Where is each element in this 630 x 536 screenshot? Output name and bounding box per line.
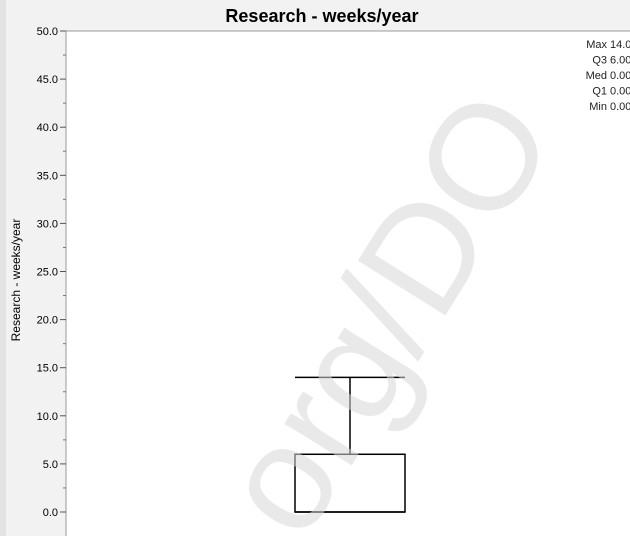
summary-label: Max <box>586 39 607 51</box>
y-tick-label: 15.0 <box>37 363 58 375</box>
summary-label: Med <box>586 70 607 82</box>
y-tick-label: 5.0 <box>43 459 58 471</box>
y-tick-label: 40.0 <box>37 122 58 134</box>
summary-value: 0.00 <box>610 101 630 113</box>
y-tick-label: 10.0 <box>37 411 58 423</box>
chart-title: Research - weeks/year <box>225 6 418 26</box>
summary-label: Min <box>589 101 607 113</box>
y-tick-label: 0.0 <box>43 507 58 519</box>
y-tick-label: 45.0 <box>37 74 58 86</box>
summary-value: 14.00 <box>610 39 630 51</box>
plot-area <box>65 30 630 536</box>
y-tick-label: 30.0 <box>37 218 58 230</box>
summary-value: 0.00 <box>610 86 630 98</box>
summary-value: 0.00 <box>610 70 630 82</box>
box-plot <box>294 376 406 513</box>
y-axis-label: Research - weeks/year <box>9 219 23 342</box>
y-tick-label: 35.0 <box>37 170 58 182</box>
y-tick-label: 50.0 <box>37 26 58 38</box>
summary-label: Q1 <box>592 86 607 98</box>
summary-value: 6.00 <box>610 55 630 67</box>
y-tick-label: 20.0 <box>37 315 58 327</box>
summary-label: Q3 <box>592 55 607 67</box>
y-tick-label: 25.0 <box>37 267 58 279</box>
y-axis: 0.0 5.0 10.0 15.0 20.0 25.0 30.0 35.0 40.0 45.0 50… <box>37 26 66 519</box>
